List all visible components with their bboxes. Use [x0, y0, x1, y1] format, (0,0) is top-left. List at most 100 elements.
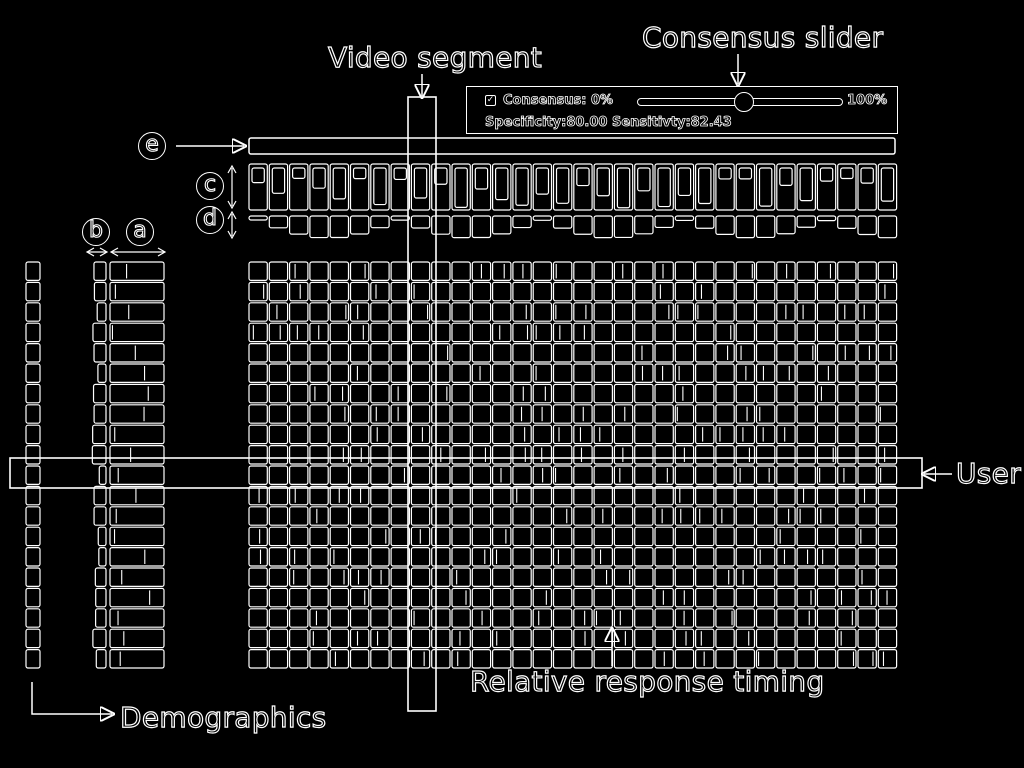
- response-cell[interactable]: [634, 587, 654, 608]
- response-cell[interactable]: [593, 485, 613, 506]
- response-cell[interactable]: [309, 526, 329, 547]
- response-cell[interactable]: [370, 485, 390, 506]
- response-cell[interactable]: [776, 546, 796, 567]
- response-cell[interactable]: [248, 628, 268, 649]
- response-cell[interactable]: [370, 526, 390, 547]
- response-cell[interactable]: [410, 608, 431, 628]
- response-cell[interactable]: [674, 465, 695, 485]
- response-cell[interactable]: [857, 445, 877, 465]
- response-cell[interactable]: [390, 526, 411, 547]
- response-cell[interactable]: [613, 261, 634, 281]
- response-cell[interactable]: [674, 546, 695, 567]
- response-cell[interactable]: [532, 648, 553, 669]
- response-cell[interactable]: [431, 404, 451, 424]
- response-cell[interactable]: [694, 343, 715, 363]
- response-cell[interactable]: [816, 546, 837, 567]
- response-cell[interactable]: [613, 608, 634, 628]
- response-cell[interactable]: [431, 526, 451, 547]
- response-cell[interactable]: [694, 567, 715, 587]
- segment-response-bar[interactable]: [248, 163, 268, 211]
- response-cell[interactable]: [755, 628, 776, 649]
- response-cell[interactable]: [309, 648, 329, 669]
- response-cell[interactable]: [654, 424, 674, 445]
- response-cell[interactable]: [512, 363, 532, 383]
- response-cell[interactable]: [654, 608, 674, 628]
- response-cell[interactable]: [390, 485, 411, 506]
- response-cell[interactable]: [248, 302, 268, 322]
- response-cell[interactable]: [735, 404, 756, 424]
- response-cell[interactable]: [715, 485, 735, 506]
- response-cell[interactable]: [735, 506, 756, 526]
- response-cell[interactable]: [694, 546, 715, 567]
- response-cell[interactable]: [674, 445, 695, 465]
- response-cell[interactable]: [573, 567, 593, 587]
- response-cell[interactable]: [877, 424, 898, 445]
- response-cell[interactable]: [776, 608, 796, 628]
- response-cell[interactable]: [613, 506, 634, 526]
- response-cell[interactable]: [390, 343, 411, 363]
- response-cell[interactable]: [410, 445, 431, 465]
- demographic-cell[interactable]: [25, 322, 41, 343]
- demographic-cell[interactable]: [25, 261, 41, 281]
- response-cell[interactable]: [390, 506, 411, 526]
- response-cell[interactable]: [796, 628, 816, 649]
- response-cell[interactable]: [857, 587, 877, 608]
- response-cell[interactable]: [796, 567, 816, 587]
- response-cell[interactable]: [309, 343, 329, 363]
- response-cell[interactable]: [410, 465, 431, 485]
- response-cell[interactable]: [796, 424, 816, 445]
- response-cell[interactable]: [674, 506, 695, 526]
- response-cell[interactable]: [735, 302, 756, 322]
- video-segment-highlight[interactable]: [407, 96, 437, 712]
- segment-response-bar[interactable]: [268, 163, 289, 211]
- response-cell[interactable]: [349, 648, 370, 669]
- response-cell[interactable]: [532, 506, 553, 526]
- response-cell[interactable]: [634, 485, 654, 506]
- response-cell[interactable]: [492, 343, 512, 363]
- segment-response-bar[interactable]: [370, 163, 390, 211]
- response-cell[interactable]: [816, 526, 837, 547]
- response-cell[interactable]: [268, 261, 289, 281]
- segment-response-bar[interactable]: [309, 163, 329, 211]
- response-cell[interactable]: [654, 261, 674, 281]
- response-cell[interactable]: [512, 608, 532, 628]
- response-cell[interactable]: [349, 404, 370, 424]
- response-cell[interactable]: [370, 383, 390, 404]
- response-cell[interactable]: [532, 404, 553, 424]
- response-cell[interactable]: [309, 628, 329, 649]
- response-cell[interactable]: [816, 424, 837, 445]
- response-cell[interactable]: [390, 587, 411, 608]
- response-cell[interactable]: [451, 648, 471, 669]
- response-cell[interactable]: [329, 383, 350, 404]
- response-cell[interactable]: [512, 506, 532, 526]
- demographic-cell[interactable]: [25, 424, 41, 445]
- response-cell[interactable]: [370, 648, 390, 669]
- response-cell[interactable]: [857, 322, 877, 343]
- response-cell[interactable]: [309, 322, 329, 343]
- response-cell[interactable]: [877, 302, 898, 322]
- response-cell[interactable]: [451, 546, 471, 567]
- response-cell[interactable]: [431, 281, 451, 302]
- response-cell[interactable]: [349, 343, 370, 363]
- response-cell[interactable]: [390, 445, 411, 465]
- response-cell[interactable]: [796, 322, 816, 343]
- response-cell[interactable]: [451, 465, 471, 485]
- response-cell[interactable]: [654, 465, 674, 485]
- response-cell[interactable]: [573, 608, 593, 628]
- response-cell[interactable]: [512, 628, 532, 649]
- response-cell[interactable]: [755, 281, 776, 302]
- response-cell[interactable]: [837, 628, 857, 649]
- response-cell[interactable]: [755, 587, 776, 608]
- response-cell[interactable]: [877, 587, 898, 608]
- response-cell[interactable]: [634, 526, 654, 547]
- response-cell[interactable]: [776, 445, 796, 465]
- response-cell[interactable]: [857, 567, 877, 587]
- response-cell[interactable]: [837, 343, 857, 363]
- response-cell[interactable]: [370, 546, 390, 567]
- response-cell[interactable]: [390, 302, 411, 322]
- response-cell[interactable]: [755, 404, 776, 424]
- response-cell[interactable]: [755, 383, 776, 404]
- response-cell[interactable]: [837, 261, 857, 281]
- response-cell[interactable]: [857, 465, 877, 485]
- response-cell[interactable]: [268, 363, 289, 383]
